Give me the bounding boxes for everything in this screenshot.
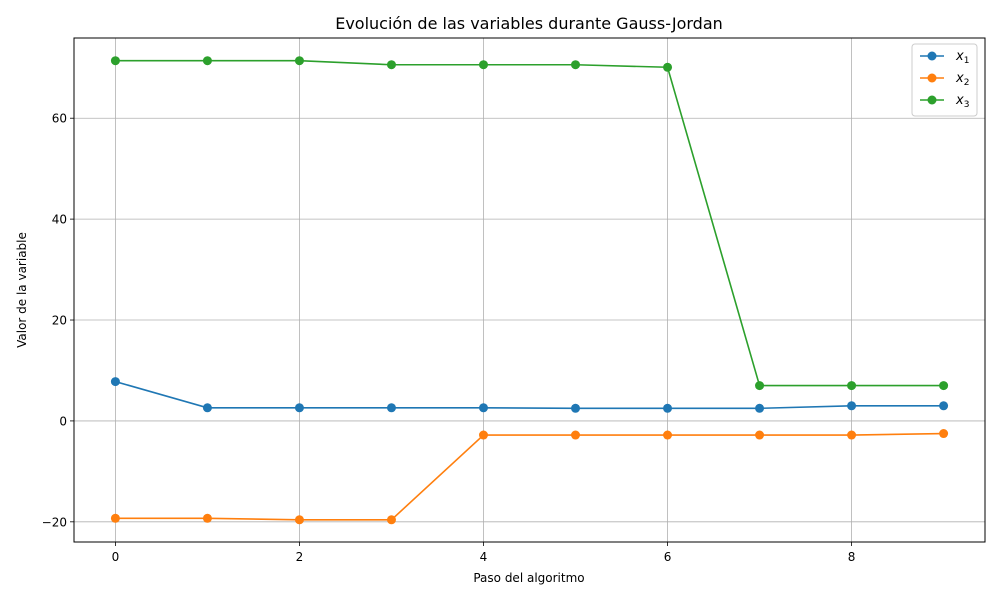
data-point-x2 — [110, 513, 120, 523]
data-point-x3 — [663, 62, 673, 72]
data-point-x3 — [939, 381, 949, 391]
data-point-x3 — [571, 60, 581, 70]
data-point-x2 — [294, 515, 304, 525]
y-tick-label: 40 — [52, 213, 67, 227]
legend-item-x2: x2 — [920, 71, 969, 88]
series-line-x2 — [115, 432, 944, 521]
y-tick-label: −20 — [42, 515, 67, 529]
x-tick-label: 2 — [296, 550, 304, 564]
data-point-x1 — [386, 403, 396, 413]
data-point-x1 — [755, 403, 765, 413]
y-tick-label: 0 — [59, 414, 67, 428]
data-point-x2 — [202, 513, 212, 523]
legend-marker-icon — [927, 51, 937, 61]
data-point-x1 — [663, 403, 673, 413]
data-point-x1 — [110, 377, 120, 387]
data-point-x3 — [294, 56, 304, 66]
x-tick-label: 4 — [480, 550, 488, 564]
series-line-x1 — [115, 380, 944, 410]
x-tick-label: 6 — [664, 550, 672, 564]
legend-label: x2 — [955, 71, 969, 88]
data-point-x1 — [202, 403, 212, 413]
legend-marker-icon — [927, 95, 937, 105]
data-point-x1 — [847, 401, 857, 411]
legend-label: x3 — [955, 93, 969, 110]
data-point-x2 — [386, 515, 396, 525]
legend-item-x1: x1 — [920, 49, 969, 66]
legend-item-x3: x3 — [920, 93, 969, 110]
legend-marker-icon — [927, 73, 937, 83]
data-point-x3 — [847, 381, 857, 391]
x-tick-label: 8 — [848, 550, 856, 564]
y-tick-label: 20 — [52, 314, 67, 328]
data-point-x3 — [755, 381, 765, 391]
data-point-x2 — [847, 430, 857, 440]
axis-ticks: 0 2 4 6 8 −20 0 20 40 60 — [42, 112, 856, 564]
data-point-x2 — [755, 430, 765, 440]
data-point-x3 — [110, 56, 120, 66]
data-point-x1 — [939, 401, 949, 411]
series-group — [110, 56, 949, 525]
data-point-x2 — [478, 430, 488, 440]
plot-frame — [73, 37, 986, 543]
x-axis-title: Paso del algoritmo — [473, 571, 584, 585]
chart-title: Evolución de las variables durante Gauss… — [335, 14, 723, 33]
data-point-x3 — [478, 60, 488, 70]
legend-label: x1 — [955, 49, 969, 66]
data-point-x1 — [478, 403, 488, 413]
y-axis-title: Valor de la variable — [15, 232, 29, 348]
data-point-x2 — [571, 430, 581, 440]
series-line-x3 — [115, 59, 944, 387]
data-point-x3 — [202, 56, 212, 66]
data-point-x1 — [294, 403, 304, 413]
data-point-x2 — [939, 429, 949, 439]
data-point-x2 — [663, 430, 673, 440]
legend: x1 x2 x3 — [911, 43, 978, 117]
x-tick-label: 0 — [112, 550, 120, 564]
data-point-x3 — [386, 60, 396, 70]
y-tick-label: 60 — [52, 112, 67, 126]
grid-lines — [74, 38, 985, 542]
data-point-x1 — [571, 403, 581, 413]
